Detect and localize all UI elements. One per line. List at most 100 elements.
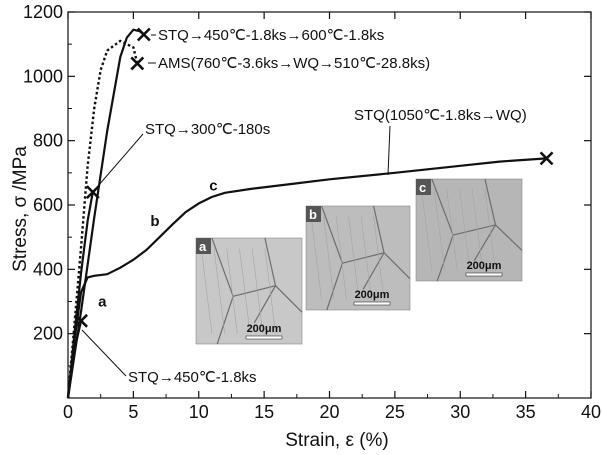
martensite-lath <box>433 189 445 271</box>
grain-boundary <box>436 234 454 282</box>
annotation-leader <box>81 329 127 377</box>
grain-boundary <box>321 205 343 264</box>
grain-boundary <box>326 263 343 311</box>
martensite-lath <box>348 216 360 300</box>
series-line <box>66 157 547 399</box>
end-marker <box>136 27 151 42</box>
y-tick-label: 200 <box>33 324 63 344</box>
series-stq-1050 <box>66 151 554 399</box>
scale-bar-label: 200μm <box>355 289 390 301</box>
y-tick-label: 1000 <box>23 66 63 86</box>
micrograph-insets: a 200μm b 200μm c 200μm <box>195 178 523 345</box>
inset-letter: c <box>419 180 426 195</box>
annotation-leader <box>97 133 144 187</box>
scale-bar <box>353 301 391 306</box>
annotation-label: AMS(760℃-3.6ks→WQ→510℃-28.8ks) <box>158 55 430 72</box>
annotation-label: STQ(1050℃-1.8ks→WQ) <box>354 107 527 124</box>
martensite-lath <box>360 216 372 300</box>
end-marker-stroke <box>85 185 100 200</box>
y-tick-label: 400 <box>33 259 63 279</box>
micrograph-inset-a: a 200μm <box>195 237 303 345</box>
annotation-leader <box>387 125 391 176</box>
martensite-lath <box>213 248 225 334</box>
y-tick-label: 1200 <box>23 2 63 22</box>
grain-boundary <box>373 205 385 253</box>
micrograph-inset-c: c 200μm <box>415 178 523 282</box>
scale-bar-label: 200μm <box>247 323 282 335</box>
x-axis-title: Strain, ε (%) <box>285 430 389 451</box>
inset-letter: a <box>199 239 207 254</box>
martensite-lath <box>264 248 276 334</box>
grain-boundary <box>232 285 276 297</box>
series-line <box>66 28 145 399</box>
y-axis-title: Stress, σ /MPa <box>10 146 31 272</box>
grain-boundary <box>495 224 523 251</box>
scale-bar <box>245 335 283 340</box>
x-tick-label: 0 <box>63 402 73 422</box>
scale-bar-label: 200μm <box>467 260 502 272</box>
martensite-lath <box>484 189 496 271</box>
point-label-b: b <box>150 213 159 230</box>
end-marker <box>539 151 554 166</box>
grain-boundary <box>216 296 234 345</box>
martensite-lath <box>459 189 471 271</box>
annotation-label: STQ→450℃-1.8ks→600℃-1.8ks <box>158 27 384 44</box>
annotations: a b c STQ→450℃-1.8ks→600℃-1.8ks AMS(760℃-3.6… <box>81 27 527 386</box>
martensite-lath <box>239 248 251 334</box>
grain-boundary <box>275 285 303 313</box>
x-tick-label: 20 <box>319 402 339 422</box>
grain-boundary <box>473 224 497 261</box>
x-tick-label: 25 <box>385 402 405 422</box>
annotation-label: STQ→450℃-1.8ks <box>128 369 257 386</box>
martensite-lath <box>251 248 264 334</box>
micrograph-inset-b: b 200μm <box>305 205 411 311</box>
x-tick-label: 40 <box>581 402 601 422</box>
x-tick-label: 15 <box>254 402 274 422</box>
inset-letter-bg <box>196 238 211 254</box>
inset-letter-bg <box>306 206 321 222</box>
end-marker <box>130 56 145 71</box>
grain-boundary <box>342 252 385 264</box>
martensite-lath <box>323 216 335 300</box>
grain-boundary <box>264 237 277 286</box>
axes: 0 5 10 15 20 25 30 35 40 200 400 600 800 1000 1200 <box>23 2 601 422</box>
inset-letter: b <box>309 207 317 222</box>
martensite-lath <box>373 216 385 300</box>
inset-letter-bg <box>416 179 431 195</box>
x-tick-label: 35 <box>516 402 536 422</box>
series-stq-450-600 <box>66 27 151 399</box>
end-marker-stroke <box>136 27 151 42</box>
grain-boundary <box>452 224 496 236</box>
martensite-lath <box>446 189 458 271</box>
grain-boundary <box>362 252 385 290</box>
x-tick-label: 30 <box>450 402 470 422</box>
series-line <box>66 39 139 399</box>
martensite-lath <box>335 216 347 300</box>
grain-boundary <box>253 285 277 324</box>
grain-boundary <box>383 252 411 280</box>
point-label-c: c <box>209 178 217 195</box>
martensite-lath <box>421 189 433 271</box>
series-line <box>66 191 94 399</box>
x-tick-label: 5 <box>128 402 138 422</box>
series-group <box>66 27 554 399</box>
point-label-a: a <box>98 293 107 310</box>
series-ams <box>66 39 145 399</box>
end-marker <box>74 313 88 328</box>
grain-boundary <box>484 178 497 226</box>
grain-boundary <box>431 178 454 236</box>
annotation-label: STQ→300℃-180s <box>145 121 270 138</box>
end-marker-stroke <box>130 56 145 71</box>
x-tick-label: 10 <box>189 402 209 422</box>
martensite-lath <box>201 248 213 334</box>
grain-boundary <box>211 237 234 297</box>
scale-bar <box>465 272 503 277</box>
martensite-lath <box>471 189 484 271</box>
martensite-lath <box>310 216 322 300</box>
y-tick-label: 800 <box>33 131 63 151</box>
end-marker-stroke <box>74 313 88 328</box>
y-tick-label: 600 <box>33 195 63 215</box>
end-marker-stroke <box>539 151 554 166</box>
martensite-lath <box>226 248 238 334</box>
